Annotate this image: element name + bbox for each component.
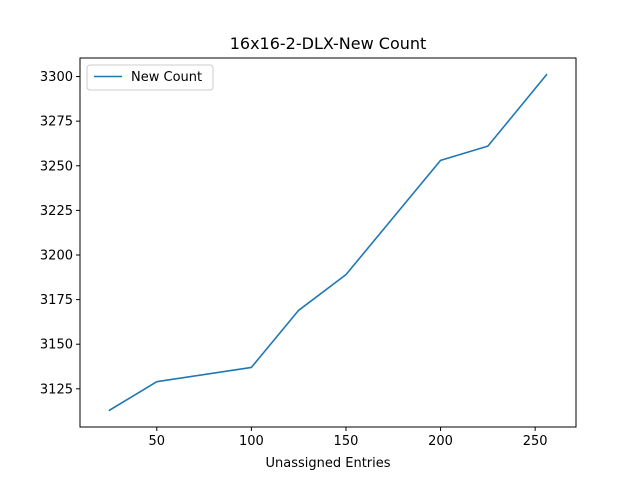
x-tick-label: 200 <box>428 434 453 449</box>
y-tick-label: 3125 <box>40 382 73 397</box>
legend: New Count <box>86 64 214 91</box>
y-tick-label: 3200 <box>40 248 73 263</box>
x-axis-label: Unassigned Entries <box>265 456 390 471</box>
y-tick-label: 3175 <box>40 293 73 308</box>
y-tick-label: 3250 <box>40 159 73 174</box>
y-tick-label: 3275 <box>40 115 73 130</box>
x-tick-label: 100 <box>239 434 264 449</box>
chart-title: 16x16-2-DLX-New Count <box>230 34 427 53</box>
y-tick-label: 3300 <box>40 70 73 85</box>
x-axis-ticks: 50 100 150 200 250 <box>149 427 548 449</box>
y-tick-label: 3225 <box>40 204 73 219</box>
y-tick-label: 3150 <box>40 338 73 353</box>
legend-label-new-count: New Count <box>131 70 202 85</box>
series-layer <box>108 73 548 412</box>
plot-area-frame <box>79 57 577 428</box>
y-axis-ticks: 3125 3150 3175 3200 3225 3250 3275 3300 <box>40 70 80 397</box>
legend-box <box>86 64 214 91</box>
series-line-new-count <box>108 73 548 412</box>
x-tick-label: 150 <box>334 434 359 449</box>
x-tick-label: 50 <box>149 434 166 449</box>
x-tick-label: 250 <box>523 434 548 449</box>
